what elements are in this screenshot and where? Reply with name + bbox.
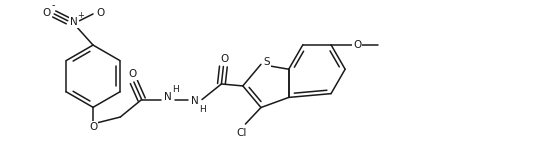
Text: O: O — [129, 69, 137, 79]
Text: N: N — [191, 97, 199, 106]
Text: O: O — [89, 122, 97, 132]
Text: N: N — [70, 17, 77, 27]
Text: H: H — [172, 85, 179, 94]
Text: S: S — [263, 57, 270, 67]
Text: H: H — [200, 105, 206, 114]
Text: -: - — [52, 0, 55, 10]
Text: O: O — [97, 8, 105, 18]
Text: O: O — [220, 54, 228, 64]
Text: O: O — [42, 8, 51, 18]
Text: +: + — [77, 11, 84, 20]
Text: N: N — [164, 92, 172, 102]
Text: O: O — [353, 40, 361, 50]
Text: Cl: Cl — [236, 128, 246, 138]
